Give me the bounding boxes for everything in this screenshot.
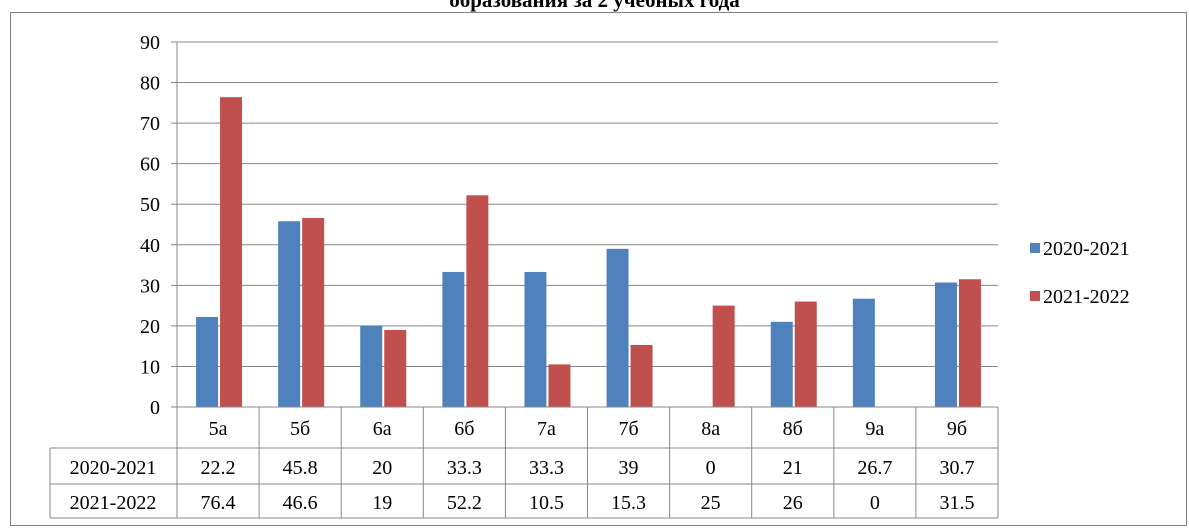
x-tick-label: 7б [618,418,638,440]
data-label: 19 [372,492,392,514]
bar-2020-2021-5а [196,316,219,407]
data-label: 31.5 [939,492,974,514]
legend-label-2021-2022: 2021-2022 [1043,286,1130,308]
bar-2020-2021-5б [278,221,301,407]
y-tick-label: 10 [140,356,160,378]
x-tick-label: 6а [373,418,392,440]
data-label: 15.3 [611,492,646,514]
data-label: 22.2 [201,457,236,479]
table-series-label: 2021-2022 [70,492,157,514]
bar-2021-2022-6а [384,329,407,407]
bar-2021-2022-8б [794,301,817,407]
y-tick-label: 30 [140,275,160,297]
data-label: 10.5 [529,492,564,514]
y-tick-label: 0 [150,397,160,419]
legend-item-2021-2022: 2021-2022 [1030,286,1130,309]
data-label: 0 [706,457,716,479]
x-tick-label: 9а [865,418,884,440]
x-tick-label: 7а [537,418,556,440]
data-label: 52.2 [447,492,482,514]
x-tick-label: 8б [783,418,803,440]
bar-2020-2021-7б [606,248,629,407]
y-tick-label: 80 [140,73,160,95]
data-label: 26.7 [857,457,892,479]
y-tick-label: 50 [140,194,160,216]
bar-2020-2021-8б [770,321,793,407]
x-tick-label: 5а [209,418,228,440]
data-label: 0 [870,492,880,514]
data-label: 45.8 [283,457,318,479]
x-tick-label: 8а [701,418,720,440]
y-tick-label: 20 [140,316,160,338]
data-label: 46.6 [283,492,318,514]
x-tick-label: 9б [947,418,967,440]
chart-frame [10,12,1187,526]
data-label: 39 [619,457,639,479]
legend-swatch-2021-2022 [1030,291,1040,301]
chart-title: образования за 2 учебных года [449,0,740,12]
data-label: 20 [372,457,392,479]
legend-label-2020-2021: 2020-2021 [1043,238,1130,260]
bar-2020-2021-6а [360,325,383,407]
data-label: 30.7 [939,457,974,479]
x-tick-label: 5б [290,418,310,440]
bar-2021-2022-5б [302,218,325,407]
legend-item-2020-2021: 2020-2021 [1030,238,1130,261]
bar-2020-2021-7а [524,271,547,407]
data-label: 33.3 [529,457,564,479]
table-series-label: 2020-2021 [70,457,157,479]
bar-2021-2022-7б [630,344,653,407]
data-label: 25 [701,492,721,514]
y-tick-label: 60 [140,154,160,176]
y-tick-label: 90 [140,32,160,54]
bar-2020-2021-9б [934,282,957,407]
y-tick-label: 40 [140,235,160,257]
bar-2021-2022-7а [548,364,571,407]
data-label: 33.3 [447,457,482,479]
bar-2021-2022-9б [958,279,981,407]
x-tick-label: 6б [454,418,474,440]
bar-2021-2022-8а [712,305,735,407]
legend-swatch-2020-2021 [1030,243,1040,253]
bar-2021-2022-6б [466,195,489,407]
data-label: 76.4 [201,492,236,514]
bar-2020-2021-6б [442,271,465,407]
bar-2020-2021-9а [852,298,875,407]
data-label: 26 [783,492,803,514]
y-tick-label: 70 [140,113,160,135]
bar-2021-2022-5а [220,97,243,408]
data-label: 21 [783,457,803,479]
